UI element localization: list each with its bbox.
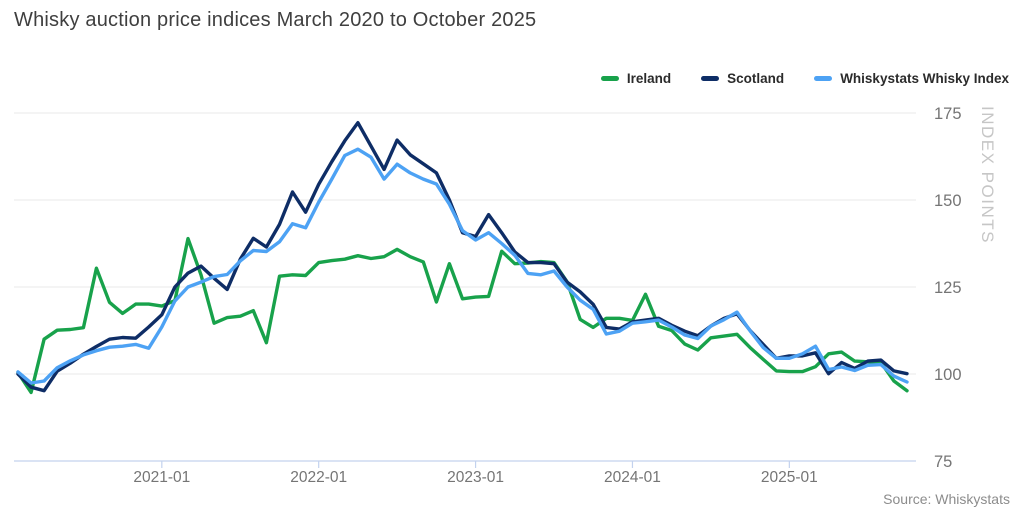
chart-title: Whisky auction price indices March 2020 …	[14, 9, 537, 31]
y-tick-label: 75	[934, 453, 952, 471]
x-tick-label: 2024-01	[604, 469, 661, 486]
legend-swatch-icon	[814, 76, 833, 81]
series-line-whiskystats-whisky-index	[16, 147, 909, 385]
legend-label: Scotland	[727, 71, 785, 86]
legend: Ireland Scotland Whiskystats Whisky Index	[600, 71, 1009, 86]
legend-label: Ireland	[626, 71, 672, 86]
source-note: Source: Whiskystats	[883, 491, 1010, 507]
x-tick-label: 2022-01	[290, 469, 347, 486]
series-line-ireland	[16, 236, 909, 395]
series-line-scotland	[16, 120, 909, 393]
legend-swatch-icon	[600, 76, 619, 81]
legend-item-whiskystats-whisky-index[interactable]: Whiskystats Whisky Index	[814, 71, 1009, 86]
y-tick-label: 175	[934, 105, 962, 123]
legend-item-ireland[interactable]: Ireland	[600, 71, 672, 86]
legend-swatch-icon	[701, 76, 720, 81]
y-tick-label: 150	[934, 192, 962, 210]
x-tick-label: 2025-01	[761, 469, 818, 486]
x-tick-label: 2023-01	[447, 469, 504, 486]
legend-label: Whiskystats Whisky Index	[840, 71, 1009, 86]
y-tick-label: 125	[934, 279, 962, 297]
x-tick-label: 2021-01	[133, 469, 190, 486]
y-axis-title: INDEX POINTS	[978, 106, 997, 244]
legend-item-scotland[interactable]: Scotland	[701, 71, 784, 86]
y-tick-label: 100	[934, 366, 962, 384]
